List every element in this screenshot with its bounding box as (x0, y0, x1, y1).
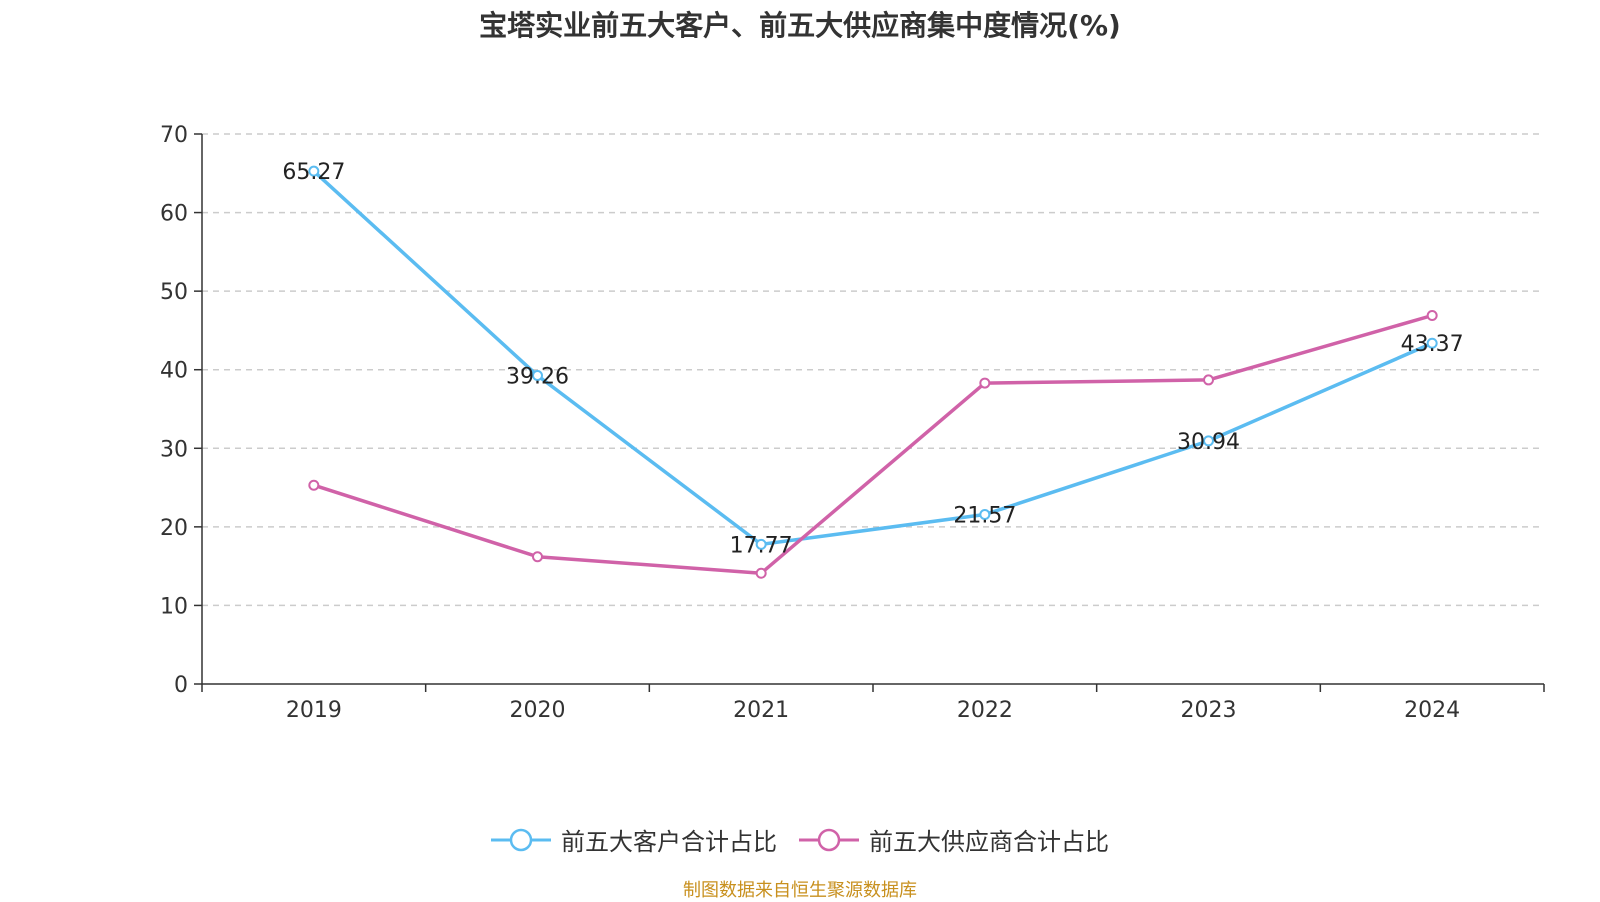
y-tick-label: 70 (160, 123, 188, 148)
data-label: 30.94 (1177, 430, 1240, 455)
data-point (1203, 374, 1214, 386)
x-tick-label: 2020 (510, 698, 566, 723)
series-line (313, 313, 1433, 575)
data-label: 65.27 (282, 160, 345, 185)
data-point (1203, 435, 1214, 447)
data-label: 39.26 (506, 365, 569, 390)
data-point (308, 479, 320, 491)
data-point (979, 509, 991, 521)
legend-item-customers[interactable]: 前五大客户合计占比 (491, 822, 777, 857)
series-line (312, 169, 1433, 547)
y-tick-label: 60 (160, 202, 188, 227)
y-tick-label: 40 (160, 359, 188, 384)
y-tick-label: 30 (160, 437, 188, 462)
series-customers (308, 165, 1438, 550)
data-point (532, 551, 543, 563)
legend-swatch-suppliers (799, 828, 859, 851)
series-suppliers (308, 310, 1438, 579)
y-tick-label: 20 (160, 516, 188, 541)
legend-swatch-customers (491, 828, 551, 851)
data-label: 21.57 (953, 504, 1016, 529)
legend: 前五大客户合计占比 前五大供应商合计占比 (0, 822, 1600, 857)
x-tick-label: 2021 (733, 698, 789, 723)
chart-title: 宝塔实业前五大客户、前五大供应商集中度情况(%) (479, 9, 1121, 42)
data-point (755, 538, 767, 550)
y-tick-label: 0 (174, 673, 188, 698)
legend-label-customers: 前五大客户合计占比 (561, 828, 777, 856)
line-chart: 0 10 20 30 40 50 60 70 2019 2020 2021 2022 2023 2024 6… (160, 123, 1545, 723)
data-point (1426, 310, 1438, 321)
legend-label-suppliers: 前五大供应商合计占比 (869, 828, 1109, 856)
source-note: 制图数据来自恒生聚源数据库 (683, 880, 917, 901)
y-tick-label: 50 (160, 280, 188, 305)
data-point (979, 377, 991, 389)
data-point (308, 165, 320, 177)
x-tick-label: 2022 (957, 698, 1013, 723)
legend-item-suppliers[interactable]: 前五大供应商合计占比 (799, 822, 1109, 857)
data-point (532, 370, 543, 382)
data-point (755, 567, 767, 579)
data-label: 17.77 (730, 533, 793, 558)
x-tick-label: 2023 (1181, 698, 1237, 723)
data-label: 43.37 (1401, 332, 1464, 357)
y-tick-label: 10 (160, 594, 188, 619)
x-tick-label: 2019 (286, 698, 342, 723)
x-tick-label: 2024 (1404, 698, 1460, 723)
data-point (1426, 337, 1438, 349)
